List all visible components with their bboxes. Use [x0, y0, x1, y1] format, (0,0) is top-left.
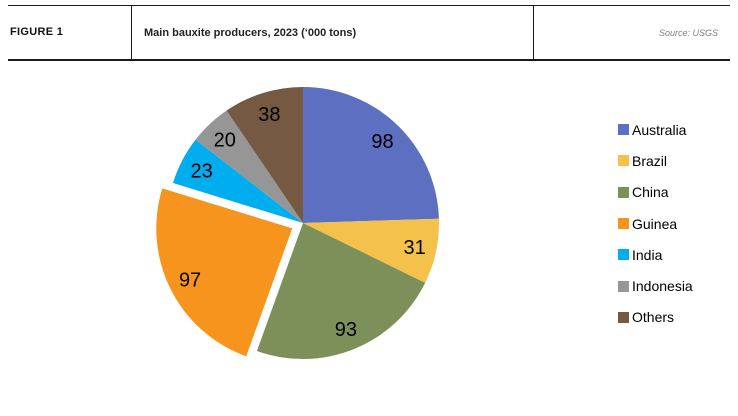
- legend-item-india: India: [618, 239, 693, 270]
- legend-label-indonesia: Indonesia: [632, 278, 693, 295]
- legend-swatch-australia: [618, 124, 629, 136]
- legend-item-indonesia: Indonesia: [618, 270, 693, 301]
- legend-swatch-brazil: [618, 155, 629, 167]
- pie-slice-indonesia: [195, 110, 303, 223]
- legend-item-china: China: [618, 177, 693, 208]
- pie-slice-india: [173, 139, 303, 223]
- legend-swatch-others: [618, 311, 629, 323]
- pie-slice-others: [226, 87, 303, 223]
- header-top-rule: [8, 5, 730, 6]
- chart-legend: Australia Brazil China Guinea India Indonesia…: [618, 114, 693, 333]
- legend-label-china: China: [632, 184, 669, 201]
- data-label-australia: 98: [371, 131, 393, 153]
- pie-slice-china: [256, 223, 426, 360]
- legend-item-others: Others: [618, 302, 693, 333]
- legend-label-australia: Australia: [632, 121, 687, 138]
- legend-swatch-china: [618, 186, 629, 198]
- header-divider-right: [533, 5, 534, 60]
- data-label-india: 23: [190, 160, 212, 182]
- header-divider-left: [131, 5, 132, 60]
- legend-swatch-indonesia: [618, 280, 629, 292]
- pie-slice-australia: [303, 87, 439, 223]
- data-label-brazil: 31: [404, 237, 426, 259]
- legend-swatch-guinea: [618, 218, 629, 230]
- legend-label-others: Others: [632, 309, 675, 326]
- data-label-guinea: 97: [179, 269, 201, 291]
- figure-source: Source: USGS: [658, 28, 718, 38]
- pie-slice-brazil: [303, 218, 439, 283]
- pie-slice-guinea: [156, 188, 293, 357]
- legend-swatch-india: [618, 249, 629, 261]
- data-label-others: 38: [258, 104, 280, 126]
- data-label-china: 93: [335, 319, 357, 341]
- legend-label-guinea: Guinea: [632, 215, 678, 232]
- legend-item-guinea: Guinea: [618, 208, 693, 239]
- header-bottom-rule: [8, 59, 730, 61]
- legend-item-brazil: Brazil: [618, 145, 693, 176]
- data-label-indonesia: 20: [214, 130, 236, 152]
- legend-label-india: India: [632, 246, 663, 263]
- figure-label: FIGURE 1: [10, 26, 64, 38]
- legend-label-brazil: Brazil: [632, 152, 668, 169]
- figure-title: Main bauxite producers, 2023 (‘000 tons): [144, 27, 357, 39]
- legend-item-australia: Australia: [618, 114, 693, 145]
